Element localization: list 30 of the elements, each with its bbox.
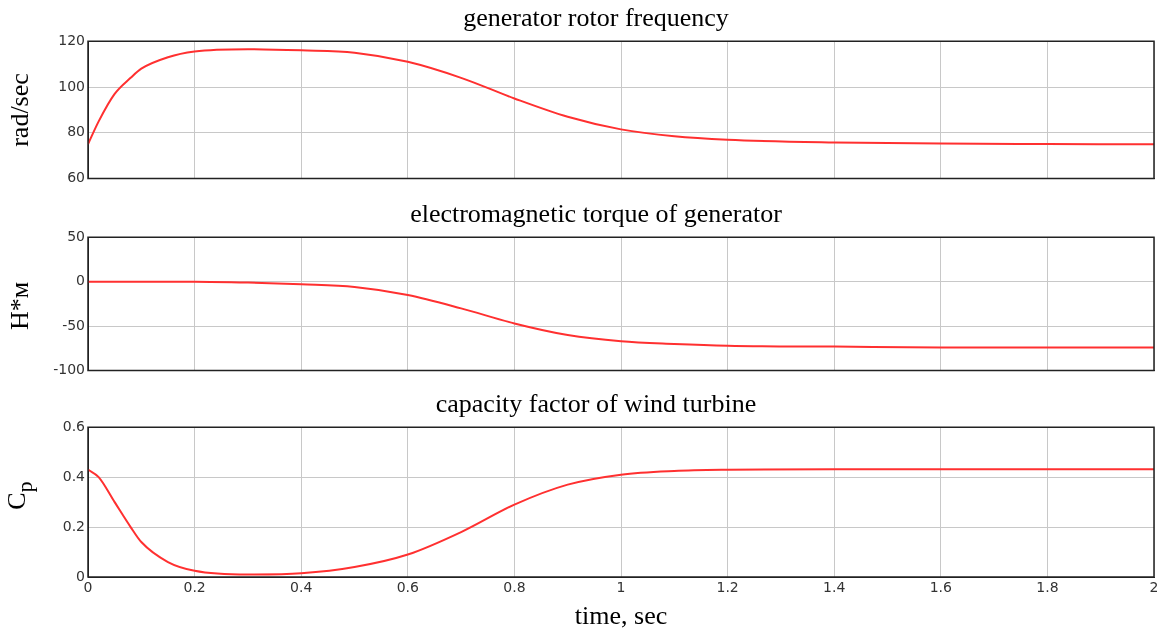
y-tick-label: 50	[67, 227, 85, 244]
y-tick-label: 0.4	[62, 467, 86, 484]
y-tick-label: 80	[67, 123, 85, 140]
x-tick-label: 1.2	[716, 579, 739, 596]
line-series	[88, 280, 1154, 349]
y-axis-title: Н*м	[5, 281, 35, 331]
y-tick-label: -50	[62, 316, 85, 333]
y-tick-label: 0	[76, 272, 85, 289]
y-tick-label: 0	[76, 567, 85, 584]
x-axis-title: time, sec	[574, 601, 668, 631]
x-tick-label: 0.4	[290, 579, 313, 596]
chart-title: electromagnetic torque of generator	[410, 199, 783, 229]
x-tick-label: 1.6	[929, 579, 953, 596]
chart-title: generator rotor frequency	[463, 3, 729, 33]
y-tick-label: -100	[53, 361, 85, 378]
y-axis-title: rad/sec	[5, 73, 35, 147]
x-tick-label: 0.2	[183, 579, 206, 596]
y-tick-label: 0.6	[62, 417, 86, 434]
x-tick-label: 0.8	[503, 579, 526, 596]
y-tick-label: 0.2	[62, 517, 85, 534]
x-tick-label: 1.4	[823, 579, 846, 596]
y-tick-label: 60	[67, 169, 85, 186]
x-tick-label: 2	[1149, 579, 1159, 596]
y-tick-label: 120	[58, 31, 85, 48]
x-tick-label: 1.8	[1036, 579, 1059, 596]
x-tick-label: 0.6	[396, 579, 420, 596]
line-series	[88, 48, 1154, 146]
chart-title: capacity factor of wind turbine	[435, 389, 757, 419]
x-tick-label: 1	[616, 579, 626, 596]
y-tick-label: 100	[58, 77, 85, 94]
